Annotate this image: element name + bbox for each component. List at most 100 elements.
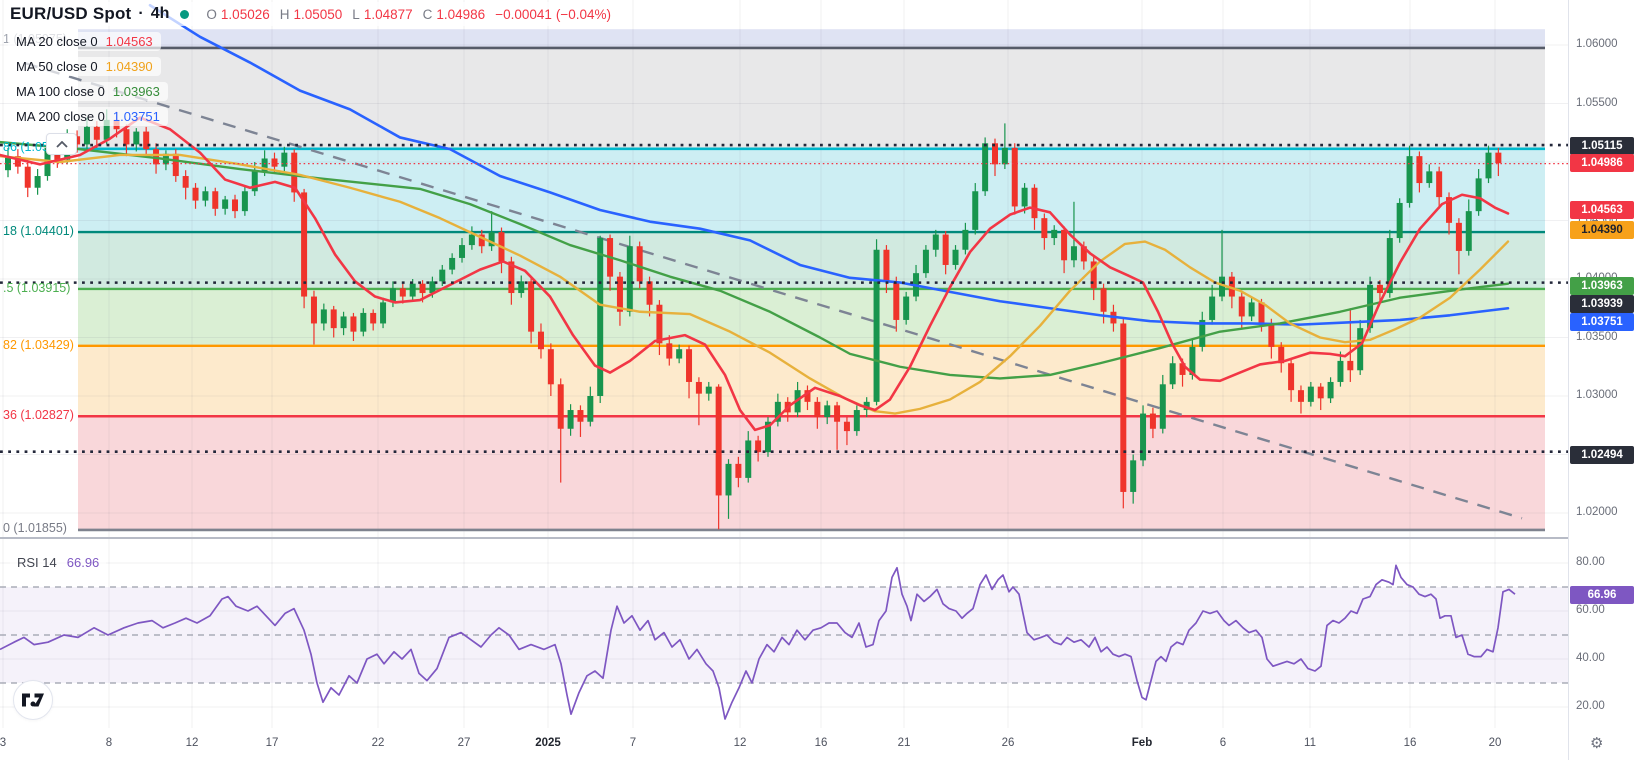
candle-body	[745, 440, 752, 478]
trendline-dashed	[24, 61, 1523, 520]
candle-body	[330, 309, 337, 329]
price-axis[interactable]: 1.060001.055001.050001.045001.040001.035…	[1568, 0, 1635, 760]
candle-body	[261, 158, 268, 172]
time-tick-label: 6	[1219, 737, 1227, 749]
candle-body	[922, 249, 929, 274]
candle-body	[1376, 284, 1383, 294]
candle-body	[962, 229, 969, 250]
candle-body	[1446, 197, 1453, 223]
change-value: −0.00041	[495, 6, 552, 22]
legend-row-ma[interactable]: MA 20 close 0 1.04563	[8, 32, 161, 51]
candle-body	[241, 191, 248, 212]
candle-body	[587, 396, 594, 422]
candle-body	[1327, 381, 1334, 399]
candle-body	[1238, 296, 1245, 317]
ma-value: 1.03751	[112, 109, 160, 124]
price-badge: 1.03963	[1570, 277, 1634, 295]
rsi-tick-label: 80.00	[1576, 556, 1605, 568]
candle-body	[1041, 218, 1048, 239]
price-chart-canvas[interactable]: 1 (1.05975)86 (1.05113)18 (1.04401).5 (1…	[0, 0, 1568, 760]
candle-body	[1189, 346, 1196, 375]
indicator-legend-rows: MA 20 close 0 1.04563 MA 50 close 0 1.04390…	[8, 32, 619, 126]
candle-body	[320, 309, 327, 324]
rsi-value: 66.96	[66, 555, 100, 570]
candle-body	[972, 191, 979, 230]
low-value: 1.04877	[363, 6, 413, 22]
price-badge: 1.03751	[1570, 313, 1634, 331]
candle-body	[83, 126, 90, 145]
open-label: O	[206, 6, 217, 22]
candle-body	[1159, 384, 1166, 429]
price-badge: 1.02494	[1570, 446, 1634, 464]
candle-body	[1140, 413, 1147, 461]
price-badge: 1.04390	[1570, 221, 1634, 239]
candle-body	[843, 421, 850, 432]
candle-body	[1051, 229, 1058, 239]
candle-body	[1347, 360, 1354, 371]
candle-body	[192, 187, 199, 201]
time-tick-label: 22	[371, 737, 385, 749]
time-axis[interactable]: 3 8 12 17 22 27 2025 7 12 16 21 26 Feb 6 11 16 20	[0, 728, 1568, 760]
candle-body	[1248, 302, 1255, 317]
candle-body	[93, 126, 100, 140]
time-tick-label: 17	[265, 737, 279, 749]
candle-body	[340, 316, 347, 329]
candle-body	[1465, 211, 1472, 251]
candle-body	[1337, 360, 1344, 382]
time-tick-label: 20	[1488, 737, 1502, 749]
rsi-legend[interactable]: RSI 14 66.96	[10, 554, 107, 571]
candle-body	[528, 281, 535, 332]
candle-body	[883, 249, 890, 282]
legend-row-ma[interactable]: MA 50 close 0 1.04390	[8, 57, 161, 76]
candle-body	[992, 143, 998, 165]
candle-body	[281, 152, 288, 167]
candle-body	[1179, 363, 1186, 375]
candle-body	[1288, 363, 1295, 391]
timeframe-label[interactable]: 4h	[150, 5, 170, 22]
candle-body	[1090, 261, 1097, 289]
symbol-separator: ·	[138, 5, 144, 22]
candle-body	[567, 410, 574, 429]
price-tick-label: 1.02000	[1576, 506, 1618, 518]
candle-body	[646, 281, 653, 305]
time-tick-label: Feb	[1131, 737, 1153, 749]
candle-body	[310, 296, 317, 324]
fib-level-label: 36 (1.02827)	[3, 408, 74, 422]
fib-level-label: 0 (1.01855)	[3, 521, 67, 535]
fib-band	[78, 345, 1545, 417]
candle-body	[1436, 171, 1443, 198]
candle-body	[1149, 413, 1156, 429]
candle-body	[1317, 386, 1324, 399]
collapse-legend-button[interactable]	[46, 133, 77, 155]
axis-settings-gear-icon[interactable]: ⚙	[1590, 735, 1604, 752]
candle-body	[103, 119, 110, 140]
ma-value: 1.04563	[105, 34, 153, 49]
candle-body	[1001, 147, 1008, 165]
candle-body	[153, 149, 160, 165]
symbol-legend-row[interactable]: EUR/USD Spot · 4h O 1.05026 H 1.05050 L 1.0…	[8, 2, 620, 26]
candle-body	[271, 158, 278, 167]
candle-body	[695, 381, 702, 394]
candle-body	[893, 281, 900, 320]
candle-body	[1258, 302, 1265, 324]
pane-separator[interactable]	[0, 537, 1568, 539]
close-label: C	[422, 6, 433, 22]
fib-level-label: 82 (1.03429)	[3, 338, 74, 352]
candle-body	[419, 283, 426, 294]
time-tick-label: 8	[105, 737, 113, 749]
time-tick-label: 16	[814, 737, 828, 749]
price-tick-label: 1.03500	[1576, 330, 1618, 343]
candle-body	[24, 166, 31, 188]
candle-body	[5, 156, 11, 171]
time-tick-label: 3	[0, 737, 7, 749]
legend-row-ma[interactable]: MA 100 close 0 1.03963	[8, 82, 168, 101]
candle-body	[74, 136, 81, 145]
candle-body	[1061, 229, 1068, 261]
close-value: 1.04986	[436, 6, 486, 22]
candle-body	[409, 283, 416, 297]
ma-label: MA 20 close 0	[16, 34, 98, 49]
tradingview-logo-icon[interactable]	[13, 680, 53, 720]
candle-body	[715, 386, 722, 496]
legend-row-ma[interactable]: MA 200 close 0 1.03751	[8, 107, 168, 126]
candle-body	[1396, 202, 1403, 239]
